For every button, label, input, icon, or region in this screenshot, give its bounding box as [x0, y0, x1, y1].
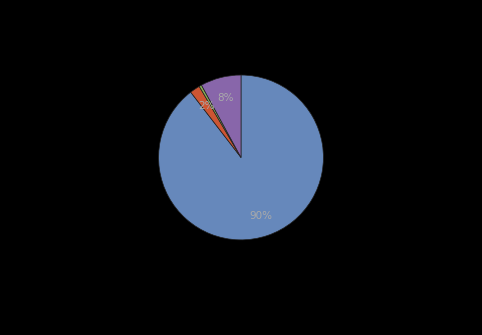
Text: 90%: 90% — [249, 211, 272, 221]
Wedge shape — [201, 75, 241, 157]
Wedge shape — [199, 85, 241, 157]
Wedge shape — [191, 86, 241, 157]
Wedge shape — [159, 75, 323, 240]
Text: 8%: 8% — [217, 92, 234, 103]
Text: 2%: 2% — [198, 101, 214, 111]
